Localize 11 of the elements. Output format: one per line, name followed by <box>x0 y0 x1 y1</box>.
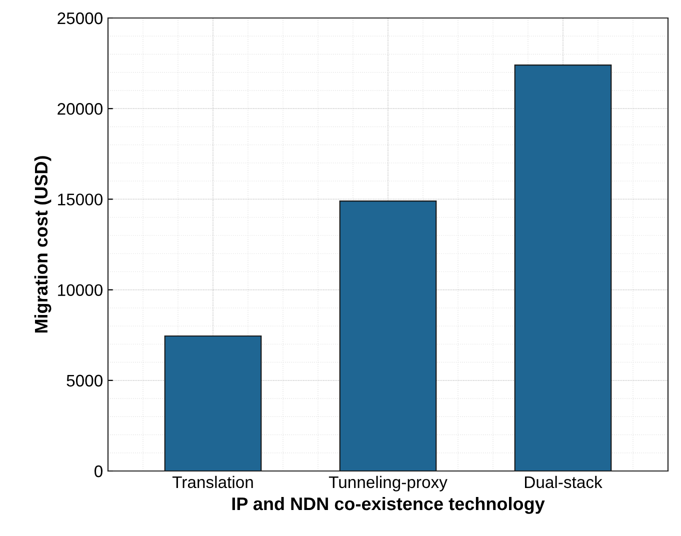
x-axis-title: IP and NDN co-existence technology <box>232 496 545 514</box>
y-tick-label: 0 <box>94 465 102 478</box>
y-tick-label: 10000 <box>58 284 102 296</box>
y-axis-title: Migration cost (USD) <box>34 156 52 333</box>
x-tick-label: Translation <box>172 476 253 488</box>
y-tick-label: 20000 <box>58 103 102 115</box>
y-tick-label: 15000 <box>58 194 102 206</box>
y-tick-label: 5000 <box>66 374 102 387</box>
x-tick-label: Dual-stack <box>525 476 602 488</box>
y-tick-label: 25000 <box>58 12 102 24</box>
x-tick-label: Tunneling-proxy <box>328 476 448 492</box>
